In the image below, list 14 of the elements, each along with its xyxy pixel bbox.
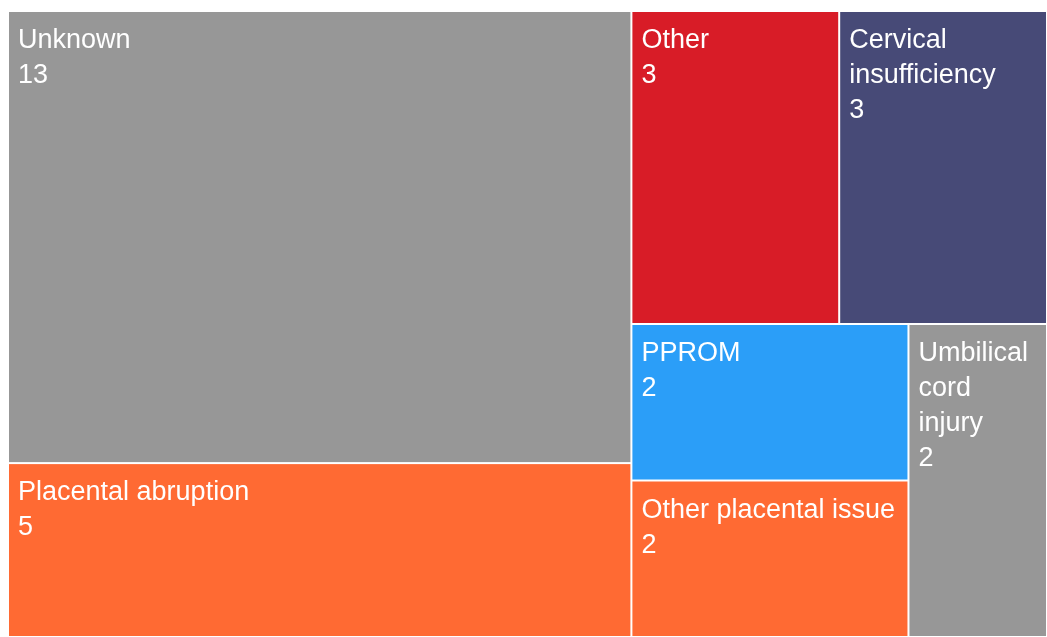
data-label: 3 [641, 59, 657, 89]
data-label: 5 [18, 511, 34, 542]
category-label: Cervical insufficiency [849, 24, 997, 89]
category-label: Unknown [18, 24, 131, 54]
data-label: 2 [641, 528, 657, 559]
category-label: Other placental issue [641, 493, 896, 524]
category-label: Other [641, 24, 709, 54]
data-label: 2 [918, 442, 934, 472]
data-label: 2 [641, 372, 657, 402]
category-label: PPROM [641, 337, 741, 367]
category-label: Placental abruption [18, 476, 250, 507]
data-label: 3 [849, 94, 865, 124]
category-label: Umbilical cord injury [918, 337, 1028, 437]
data-label: 13 [18, 59, 49, 89]
